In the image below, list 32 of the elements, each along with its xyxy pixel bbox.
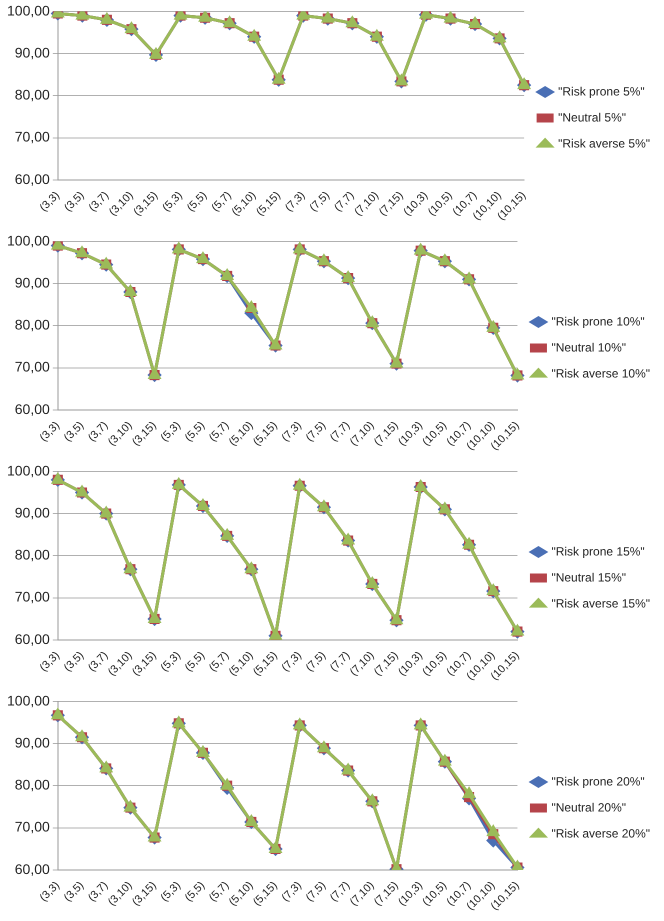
y-tick-label: 100,00 (6, 232, 50, 248)
y-tick-label: 90,00 (14, 504, 50, 520)
y-tick-label: 90,00 (14, 44, 50, 60)
y-tick-label: 80,00 (14, 86, 50, 103)
legend-label: "Risk averse 5%" (558, 136, 650, 150)
y-tick-label: 80,00 (14, 546, 50, 563)
y-tick-label: 70,00 (14, 358, 50, 375)
y-tick-label: 70,00 (14, 128, 50, 145)
y-tick-label: 80,00 (14, 776, 50, 793)
y-tick-label: 60,00 (14, 170, 50, 187)
y-tick-label: 60,00 (14, 630, 50, 647)
legend-label: "Neutral 10%" (551, 340, 626, 354)
y-tick-label: 90,00 (14, 734, 50, 750)
legend-label: "Risk prone 15%" (551, 544, 645, 558)
legend-label: "Neutral 15%" (551, 570, 626, 584)
y-tick-label: 70,00 (14, 588, 50, 605)
y-tick-label: 60,00 (14, 860, 50, 877)
legend-label: "Risk prone 5%" (558, 84, 645, 98)
legend-label: "Risk averse 10%" (551, 366, 650, 380)
legend-label: "Risk averse 20%" (551, 826, 650, 840)
y-tick-label: 80,00 (14, 316, 50, 333)
y-tick-label: 100,00 (6, 2, 50, 18)
legend-label: "Neutral 5%" (558, 110, 626, 124)
legend-label: "Risk averse 15%" (551, 596, 650, 610)
y-tick-label: 90,00 (14, 274, 50, 290)
y-tick-label: 100,00 (6, 692, 50, 708)
legend-label: "Risk prone 20%" (551, 774, 645, 788)
y-tick-label: 100,00 (6, 462, 50, 478)
y-tick-label: 60,00 (14, 400, 50, 417)
y-tick-label: 70,00 (14, 818, 50, 835)
legend-label: "Neutral 20%" (551, 800, 626, 814)
legend-label: "Risk prone 10%" (551, 314, 645, 328)
